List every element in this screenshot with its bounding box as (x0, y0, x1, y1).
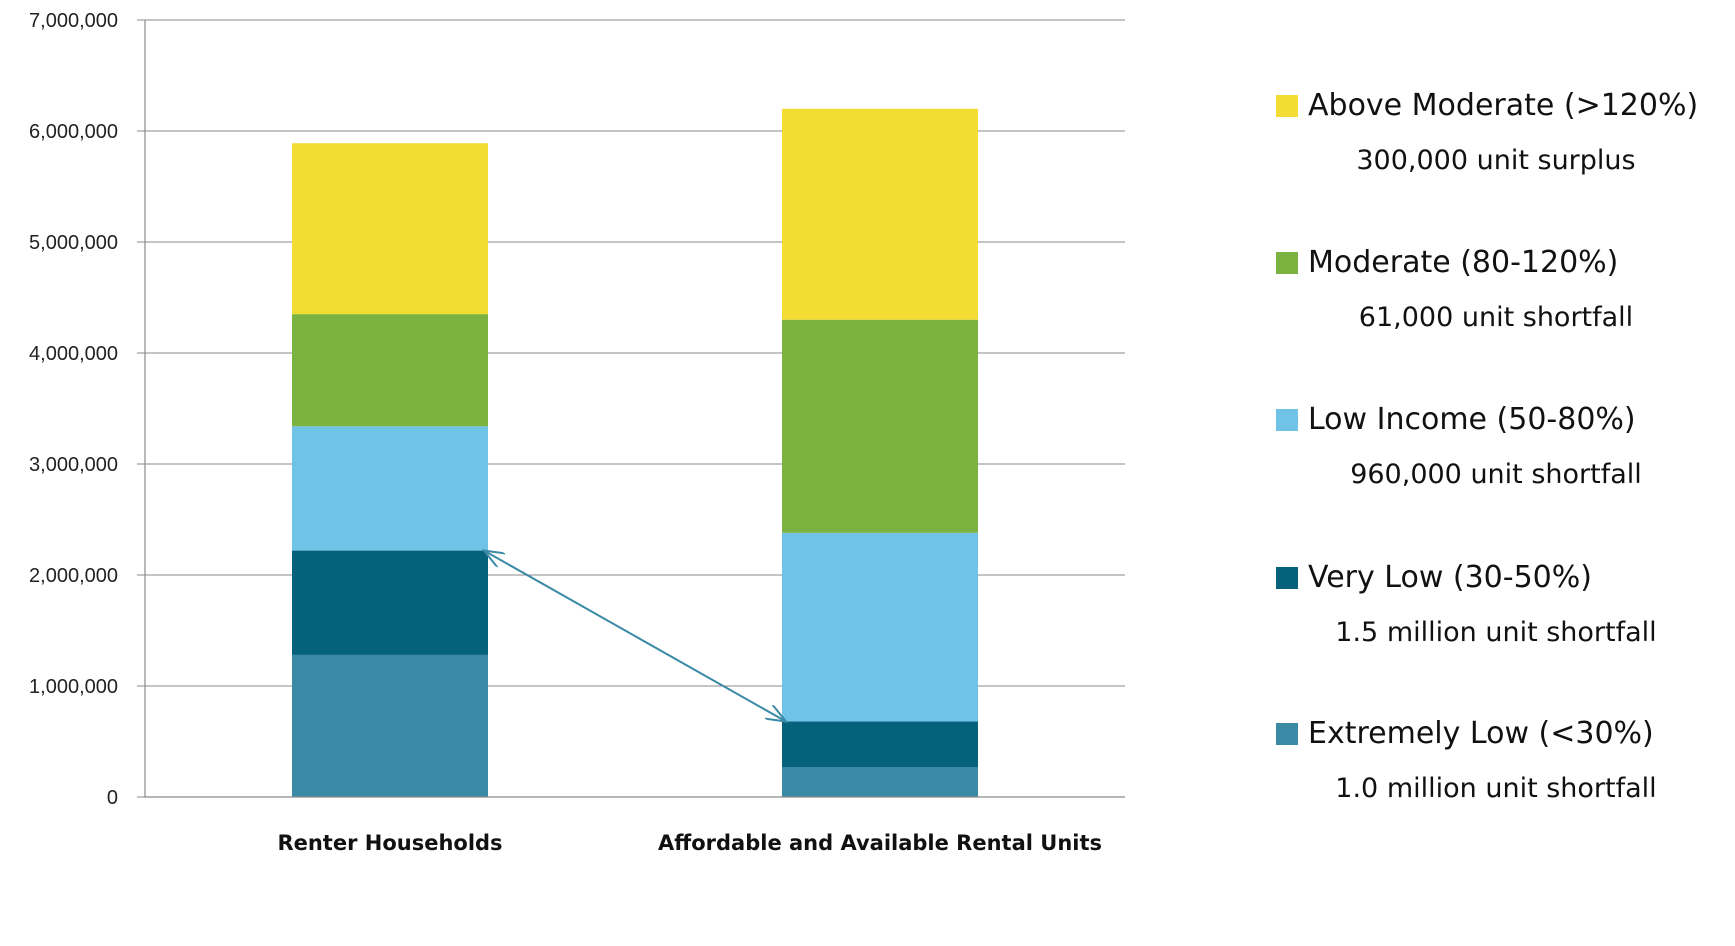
legend-item: Low Income (50-80%) 960,000 unit shortfal… (1276, 402, 1735, 490)
y-tick-label: 5,000,000 (29, 232, 118, 254)
legend-item: Above Moderate (>120%) 300,000 unit surpl… (1276, 88, 1735, 176)
x-axis-categories: Renter Households Affordable and Availabl… (277, 831, 1102, 855)
y-tick-label: 6,000,000 (29, 121, 118, 143)
legend-note: 300,000 unit surplus (1356, 145, 1636, 176)
legend-label: Above Moderate (>120%) (1308, 88, 1699, 123)
legend-label: Extremely Low (<30%) (1308, 716, 1654, 751)
y-tick-label: 0 (107, 787, 118, 809)
legend-note: 960,000 unit shortfall (1350, 459, 1642, 490)
legend-item: Extremely Low (<30%) 1.0 million unit sho… (1276, 716, 1735, 804)
legend-label: Very Low (30-50%) (1308, 560, 1592, 595)
axes (144, 20, 1125, 798)
bar-segment-renter-3 (292, 314, 488, 427)
legend-swatch (1276, 94, 1298, 117)
legend-item: Very Low (30-50%) 1.5 million unit shortf… (1276, 560, 1735, 648)
y-tick-label: 4,000,000 (29, 343, 118, 365)
bar-segment-renter-0 (292, 654, 488, 797)
legend-note: 1.0 million unit shortfall (1335, 773, 1657, 804)
y-tick-label: 2,000,000 (29, 565, 118, 587)
bar-segment-affordable-0 (782, 767, 978, 797)
legend: Above Moderate (>120%) 300,000 unit surpl… (1276, 0, 1735, 946)
legend-swatch (1276, 408, 1298, 431)
legend-swatch (1276, 251, 1298, 274)
legend-item: Moderate (80-120%) 61,000 unit shortfall (1276, 245, 1735, 333)
y-axis-ticks: 0 1,000,000 2,000,000 3,000,000 4,000,000 5,0… (29, 10, 118, 809)
legend-swatch (1276, 722, 1298, 745)
bar-segment-renter-4 (292, 143, 488, 315)
legend-label: Low Income (50-80%) (1308, 402, 1636, 437)
y-tick-label: 3,000,000 (29, 454, 118, 476)
x-category-label: Renter Households (277, 831, 502, 855)
bar-segment-renter-1 (292, 550, 488, 655)
y-tick-label: 7,000,000 (29, 10, 118, 32)
legend-label: Moderate (80-120%) (1308, 245, 1619, 280)
bar-segment-affordable-2 (782, 532, 978, 722)
double-arrow (484, 551, 786, 722)
bars (292, 108, 978, 797)
bar-segment-affordable-4 (782, 108, 978, 320)
legend-swatch (1276, 566, 1298, 589)
y-tick-label: 1,000,000 (29, 676, 118, 698)
bar-segment-renter-2 (292, 426, 488, 551)
legend-note: 61,000 unit shortfall (1358, 302, 1634, 333)
bar-segment-affordable-1 (782, 721, 978, 768)
bar-segment-affordable-3 (782, 319, 978, 533)
x-category-label: Affordable and Available Rental Units (658, 831, 1102, 855)
annotation-arrow (484, 551, 786, 722)
legend-note: 1.5 million unit shortfall (1335, 617, 1657, 648)
